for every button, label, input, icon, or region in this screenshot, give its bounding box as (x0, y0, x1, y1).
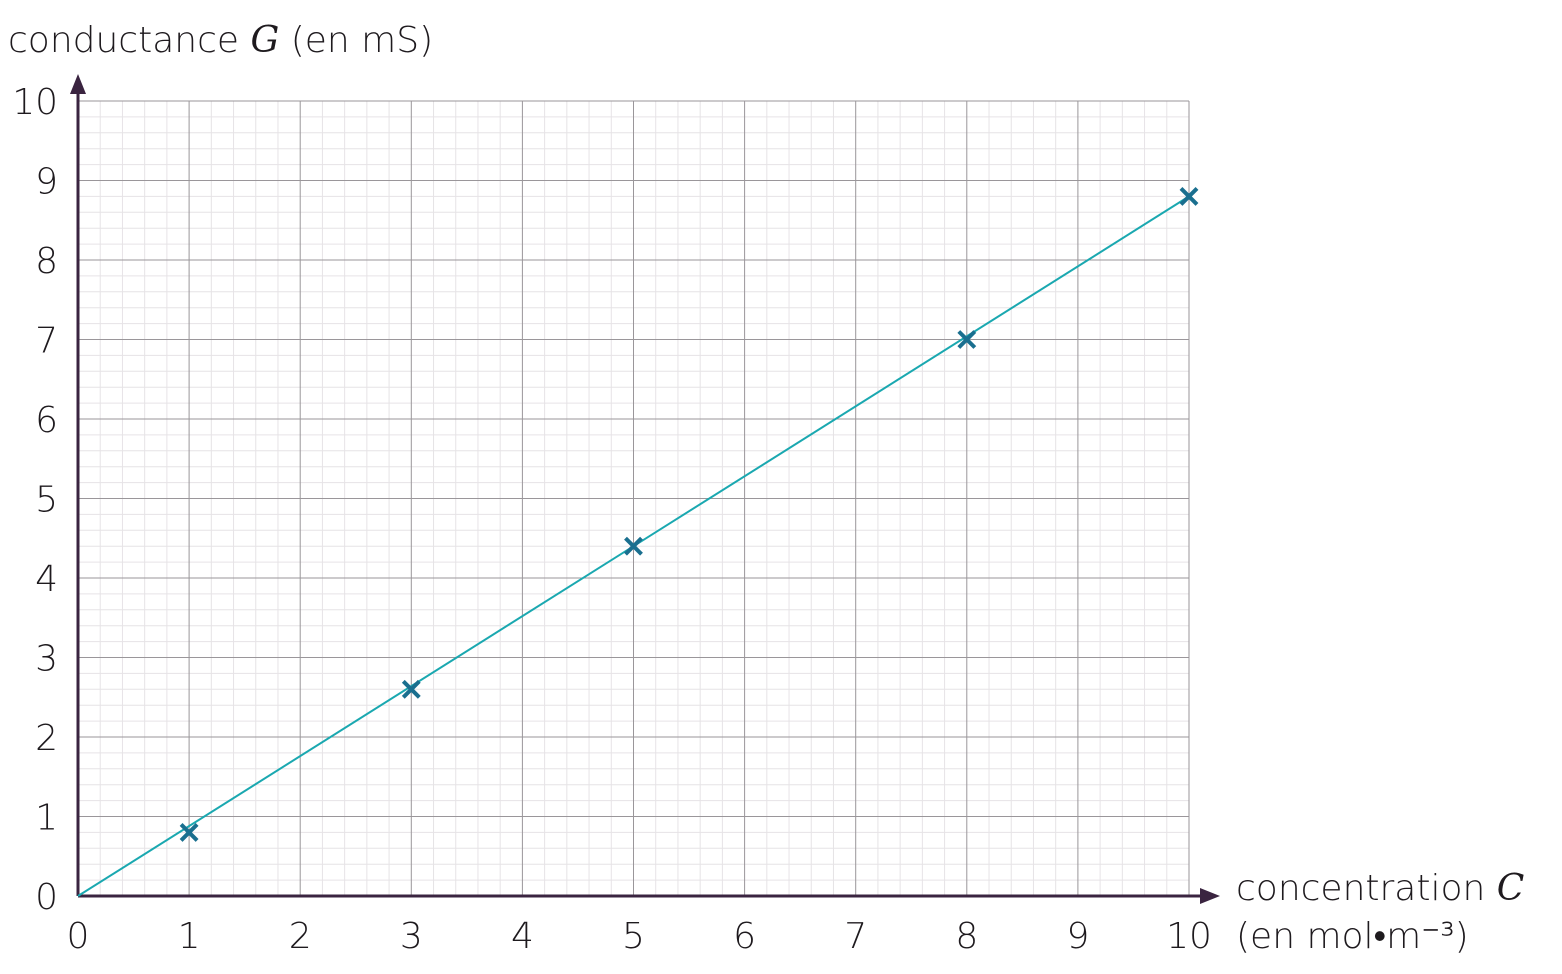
data-point (401, 679, 421, 699)
x-tick-label: 2 (289, 916, 312, 957)
y-tick-label: 4 (35, 559, 58, 600)
y-tick-label: 2 (35, 718, 58, 759)
x-tick-label: 9 (1066, 916, 1089, 957)
y-tick-label: 9 (35, 162, 58, 203)
x-tick-label: 0 (67, 916, 90, 957)
x-tick-label: 5 (622, 916, 645, 957)
x-axis-label: concentration C (1236, 868, 1524, 909)
data-point (957, 330, 977, 349)
data-point (179, 822, 199, 842)
x-tick-label: 8 (955, 916, 978, 957)
y-tick-label: 0 (35, 877, 58, 918)
y-tick-label: 3 (35, 639, 58, 680)
x-tick-label: 1 (178, 916, 201, 957)
y-tick-label: 1 (35, 798, 58, 839)
y-tick-label: 5 (35, 480, 58, 521)
x-tick-label: 10 (1166, 916, 1212, 957)
y-label-symbol: G (250, 20, 279, 61)
x-label-text: concentration (1236, 868, 1485, 909)
y-tick-label: 6 (35, 400, 58, 441)
grid (77, 100, 1190, 897)
x-axis-arrow (1200, 888, 1220, 904)
y-tick-label: 8 (35, 241, 58, 282)
x-tick-label: 7 (844, 916, 867, 957)
x-tick-label: 3 (400, 916, 423, 957)
y-axis-arrow (70, 74, 86, 94)
data-point (624, 536, 643, 556)
y-label-text: conductance (8, 20, 239, 61)
y-label-unit: (en mS) (291, 20, 433, 61)
y-tick-label: 10 (12, 82, 58, 123)
data-point (1179, 186, 1199, 206)
y-axis-label: conductance G (en mS) (8, 20, 433, 61)
x-label-symbol: C (1497, 868, 1525, 909)
y-tick-label: 7 (35, 321, 58, 362)
x-tick-label: 6 (733, 916, 756, 957)
x-tick-label: 4 (511, 916, 534, 957)
x-label-unit: (en mol•m⁻³) (1236, 916, 1469, 957)
